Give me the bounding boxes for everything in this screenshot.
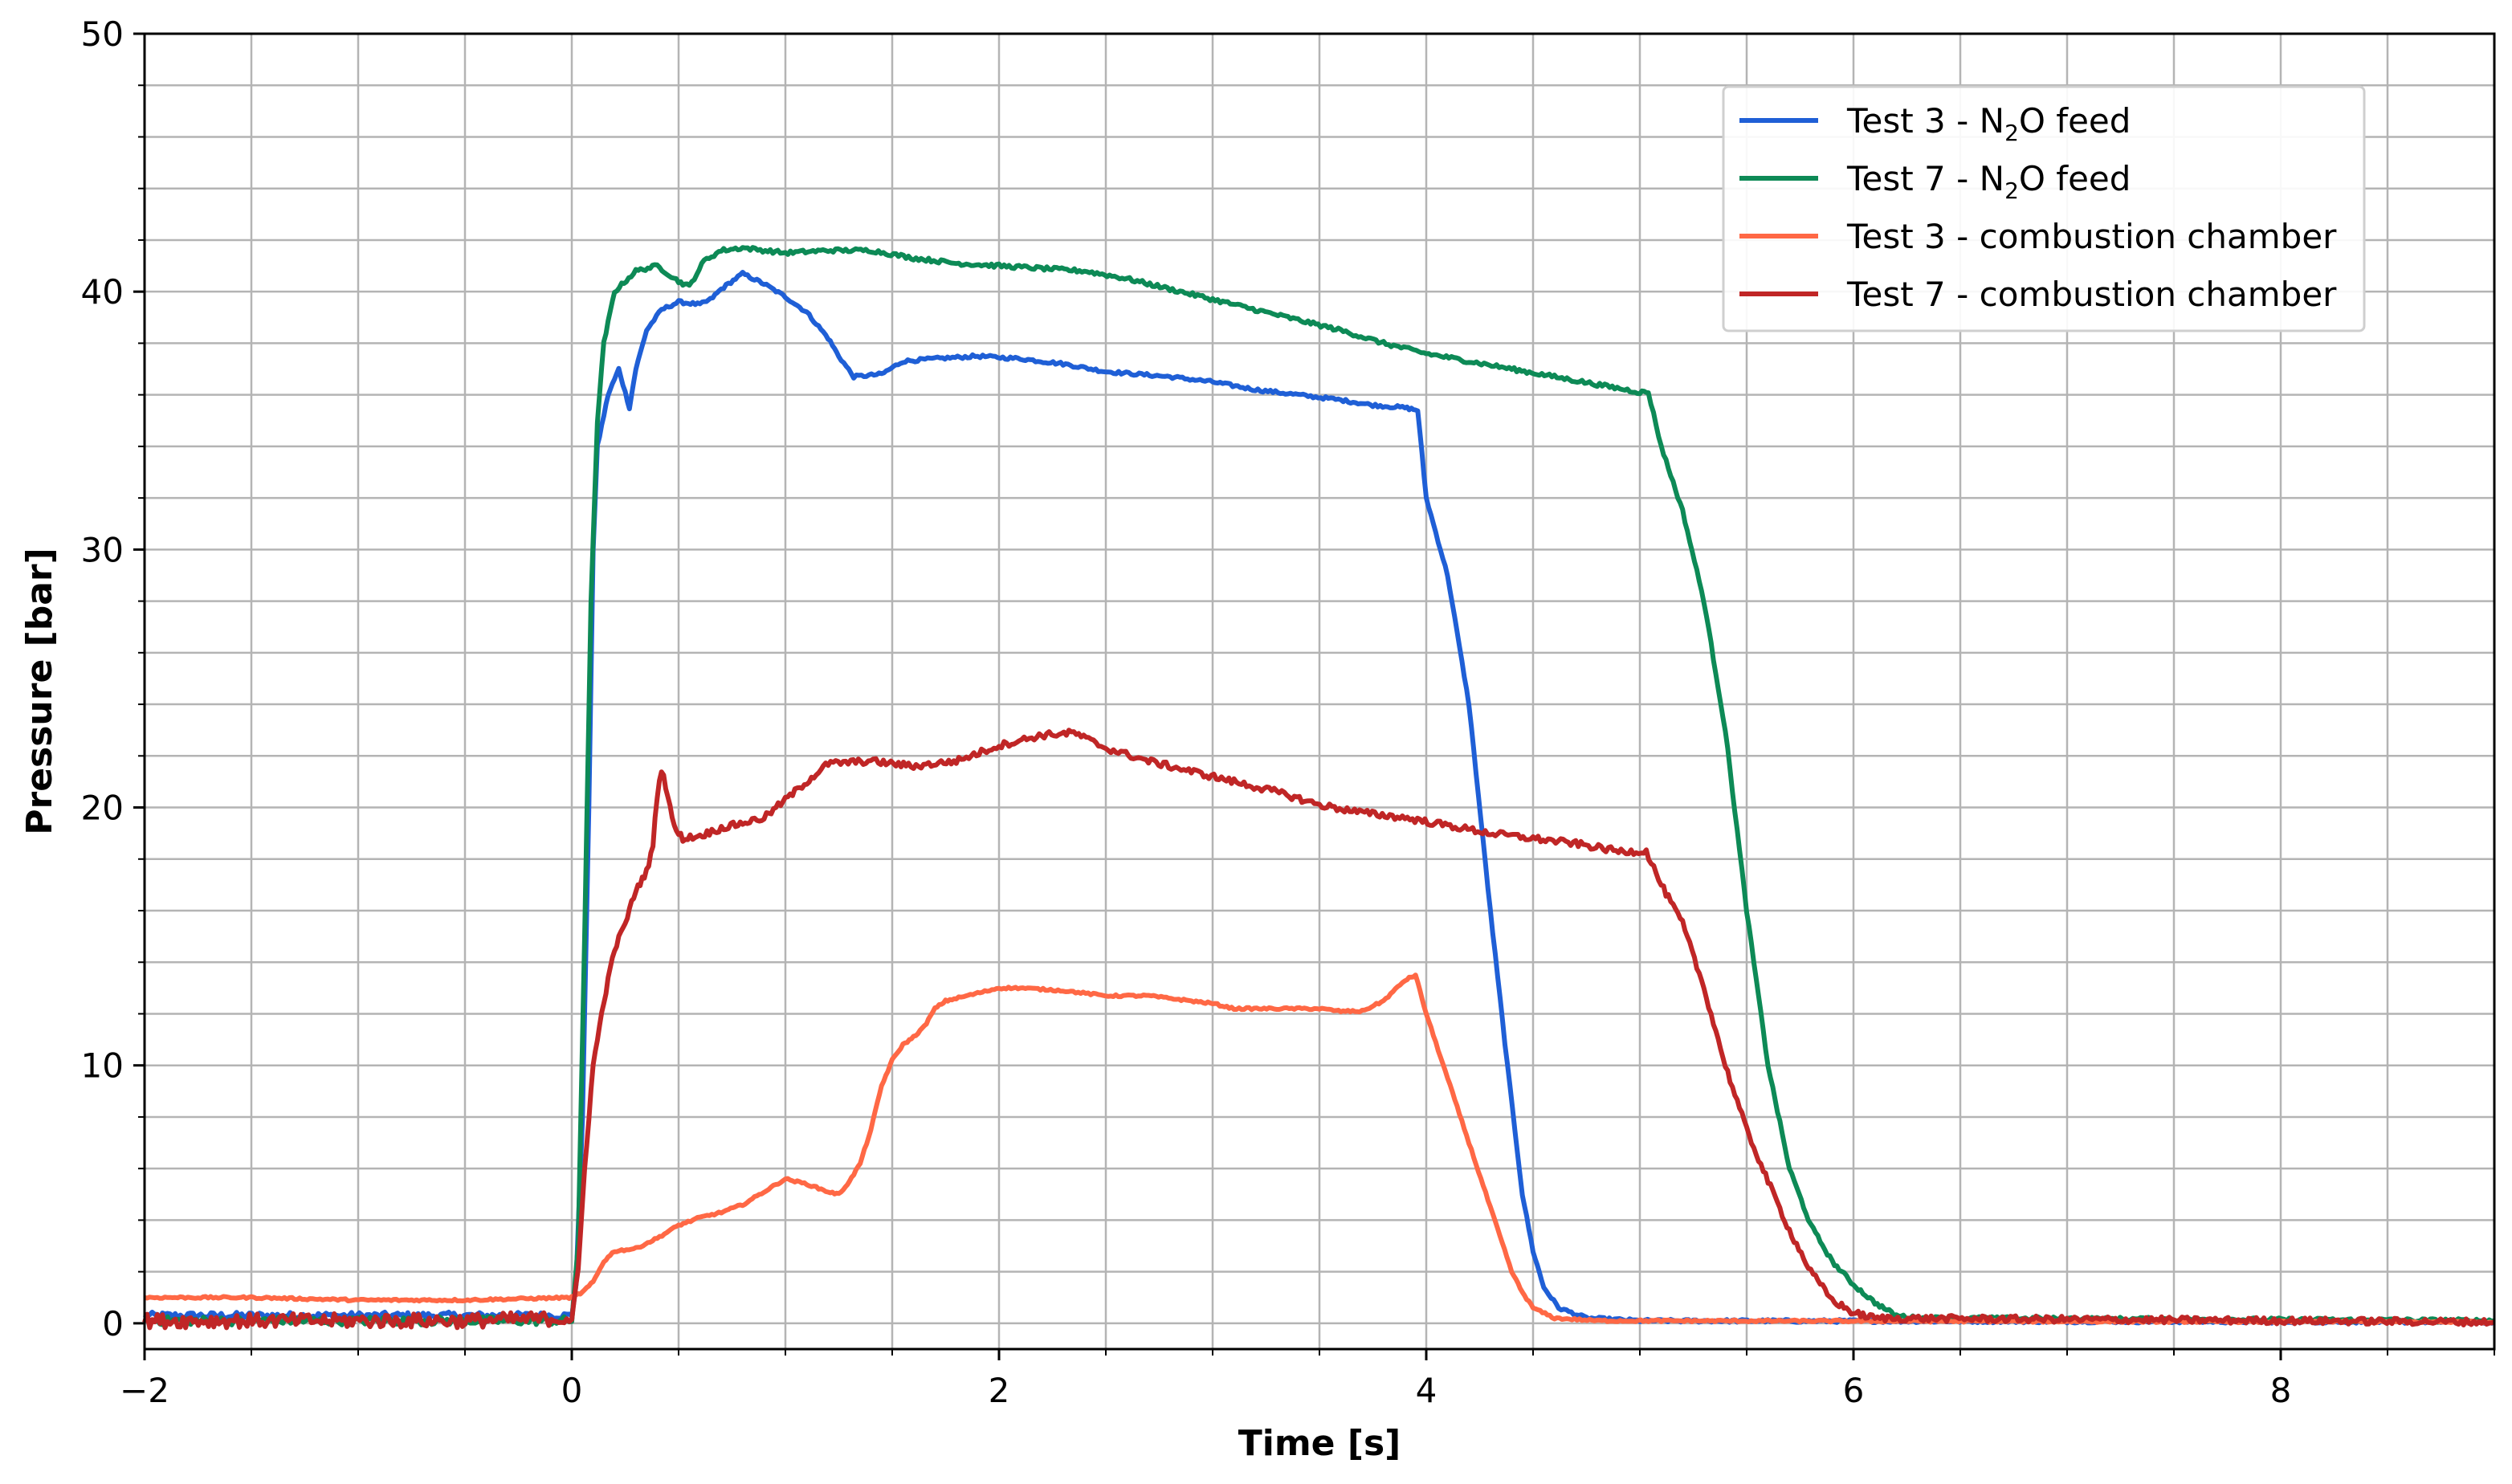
y-tick-label: 20 — [81, 789, 124, 828]
x-tick-label: 6 — [1843, 1371, 1865, 1410]
legend-label-2: Test 7 - N2O feed — [1846, 159, 2131, 204]
y-tick-label: 0 — [102, 1304, 124, 1343]
x-axis-label: Time [s] — [1238, 1423, 1401, 1464]
legend-label-3: Test 3 - combustion chamber — [1846, 217, 2337, 256]
x-tick-label: 4 — [1416, 1371, 1437, 1410]
y-tick-label: 10 — [81, 1046, 124, 1086]
series-layer — [142, 245, 2496, 1331]
legend: Test 3 - N2O feed Test 7 - N2O feed Test 3… — [1722, 85, 2366, 332]
y-axis-label: Pressure [bar] — [19, 548, 60, 834]
tick-layer: −2 0 2 4 6 8 0 10 20 30 40 50 — [81, 14, 2495, 1410]
y-tick-label: 50 — [81, 14, 124, 54]
y-tick-label: 30 — [81, 530, 124, 569]
series-line-4 — [142, 728, 2495, 1331]
x-tick-label: 8 — [2270, 1371, 2292, 1410]
x-tick-label: −2 — [120, 1371, 169, 1410]
y-tick-label: 40 — [81, 272, 124, 312]
legend-label-4: Test 7 - combustion chamber — [1846, 275, 2337, 314]
series-line-3 — [144, 972, 2495, 1326]
x-tick-label: 0 — [561, 1371, 583, 1410]
x-tick-label: 2 — [989, 1371, 1010, 1410]
legend-box — [1722, 85, 2366, 332]
legend-label-1: Test 3 - N2O feed — [1846, 101, 2131, 146]
